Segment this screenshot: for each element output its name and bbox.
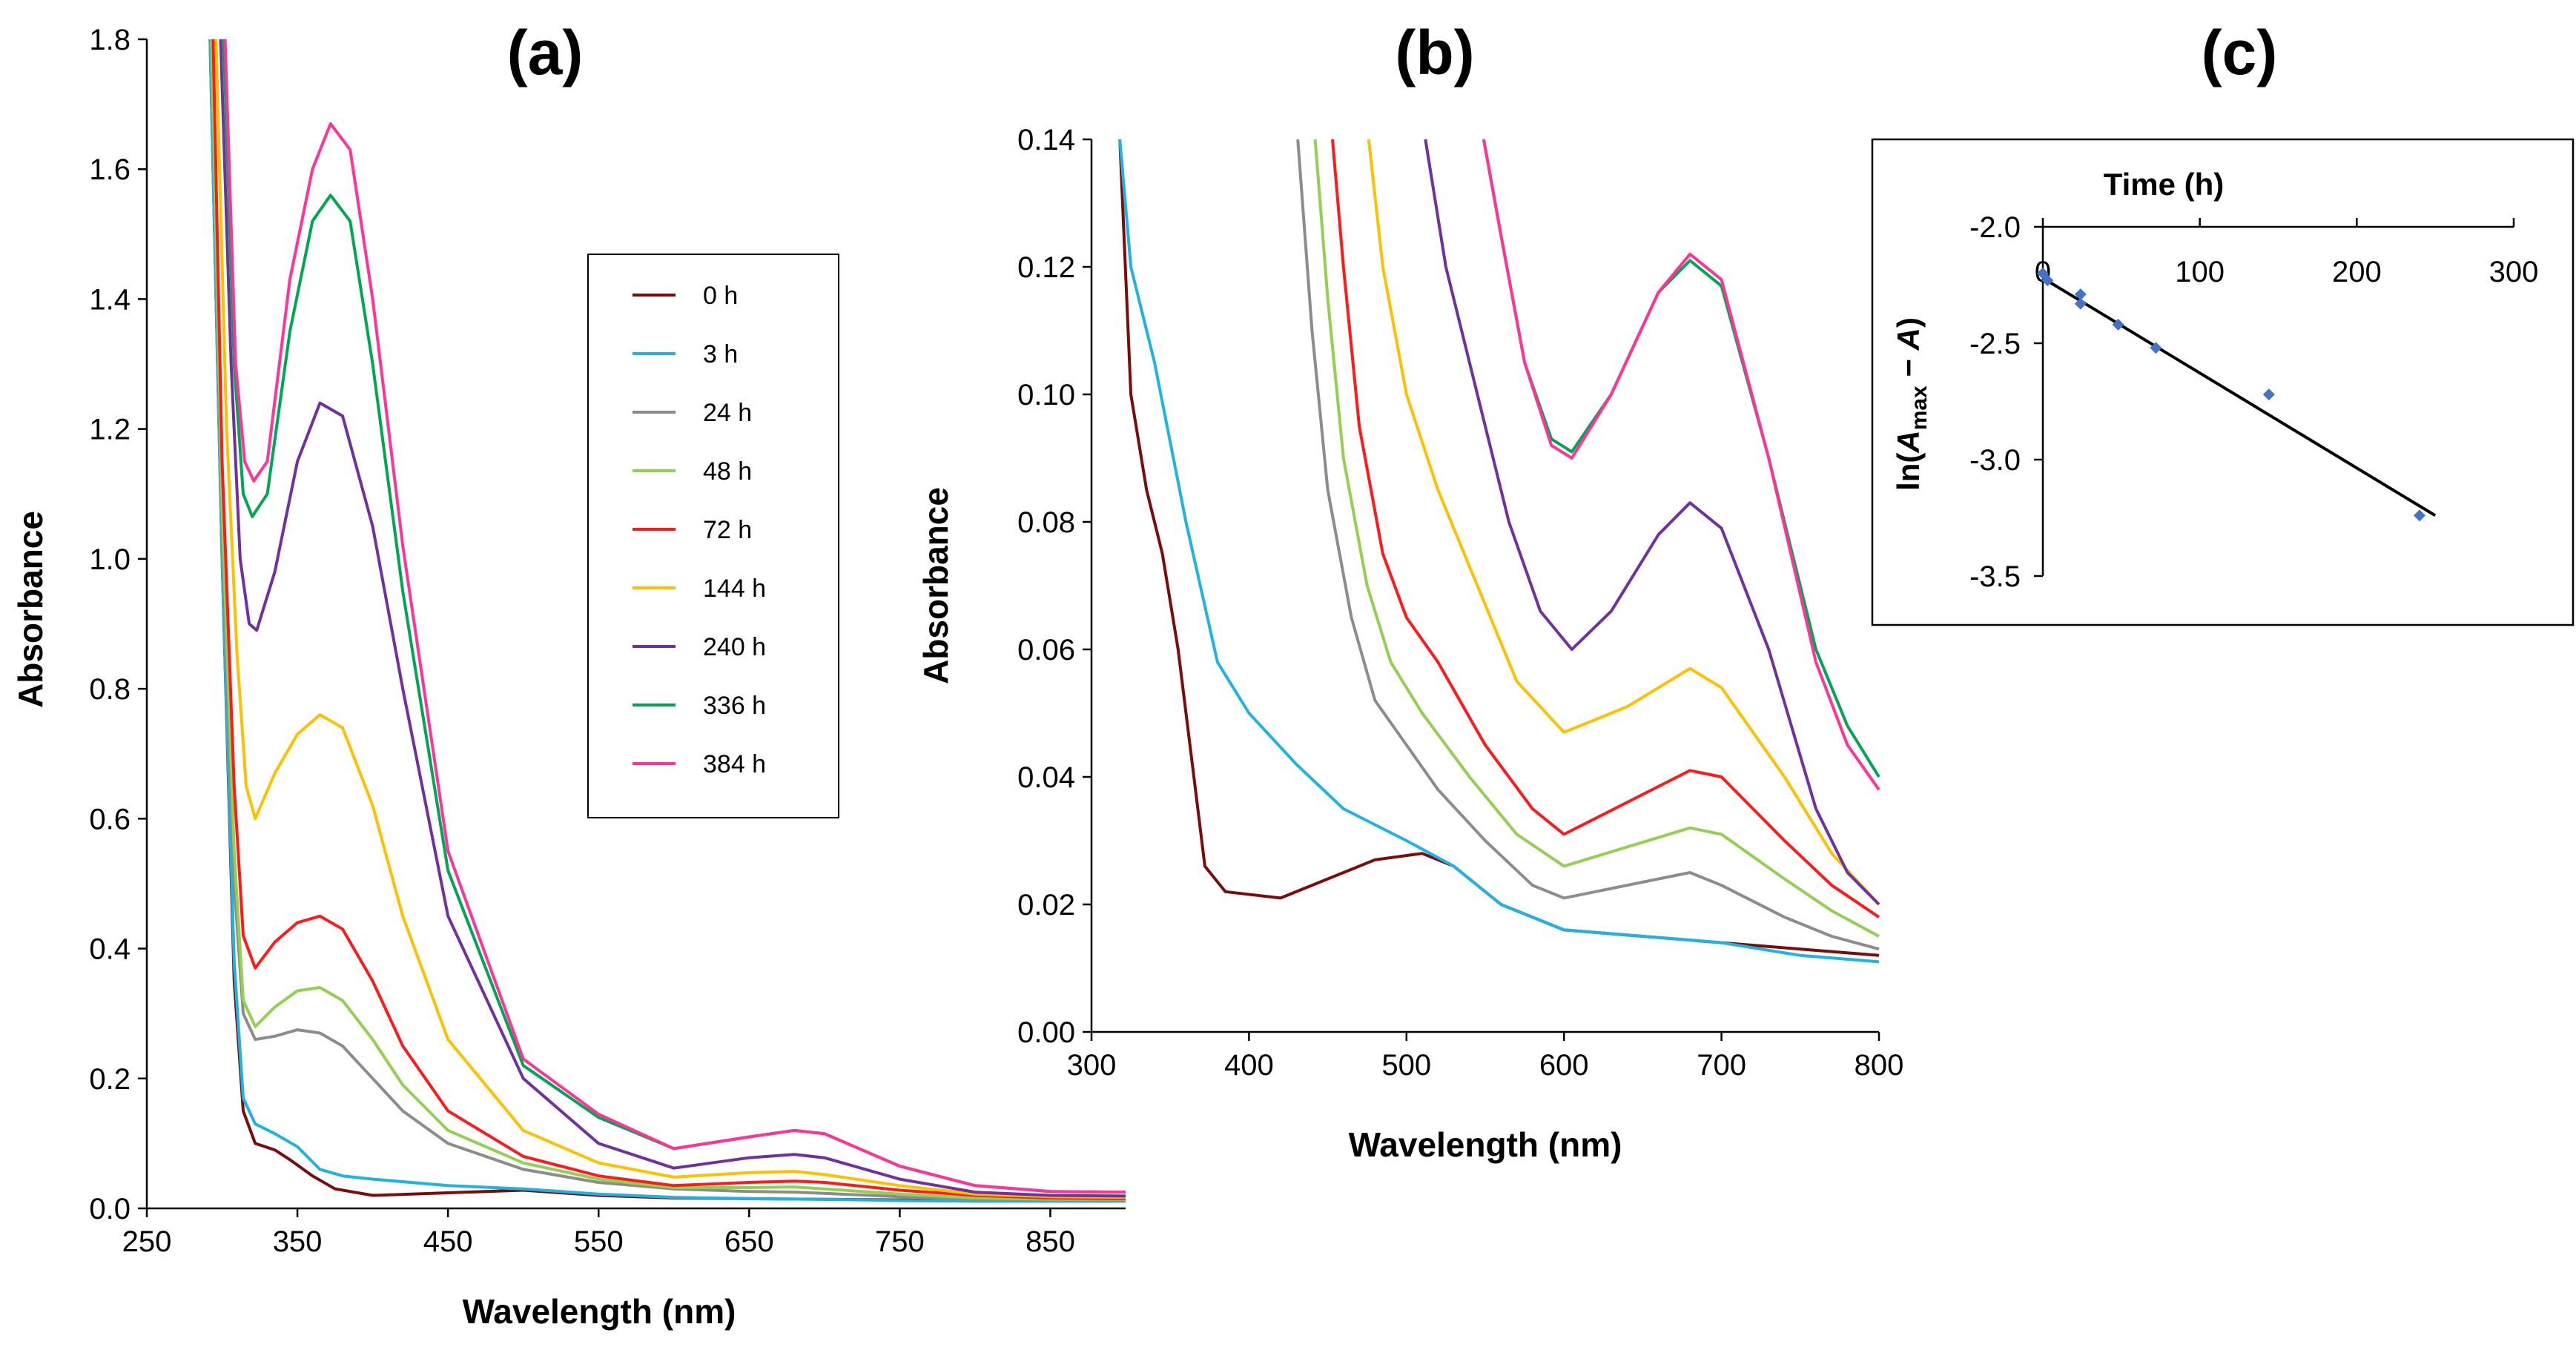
y-tick-label: 0.8 — [89, 673, 131, 706]
series-line-48h — [210, 39, 1126, 1201]
x-tick-label: 650 — [724, 1225, 774, 1258]
legend-label: 48 h — [703, 457, 752, 486]
y-tick-label: 1.4 — [89, 283, 131, 316]
y-tick-label: 0.14 — [1017, 124, 1075, 156]
y-tick-label: 1.2 — [89, 414, 131, 446]
x-tick-label: 300 — [2489, 256, 2539, 288]
data-point — [2262, 388, 2275, 401]
legend-label: 24 h — [703, 399, 752, 427]
x-tick-label: 350 — [273, 1225, 323, 1258]
data-point — [2074, 288, 2087, 301]
series-line-24h — [210, 39, 1126, 1202]
y-tick-label: 0.02 — [1017, 889, 1075, 921]
panel-a: (a) 250 350 450 550 650 750 850 0.0 0.2 0.4 0.6 0.8… — [11, 18, 1126, 1331]
panel-b: (b) 300 400 500 600 700 800 0.00 0.02 0.04 0.06 0.… — [917, 18, 1903, 1164]
y-tick-label: 0.08 — [1017, 506, 1075, 539]
x-tick-label: 600 — [1539, 1049, 1589, 1082]
panel-c-x-label: Time (h) — [2104, 167, 2225, 202]
panel-b-x-label: Wavelength (nm) — [1349, 1125, 1622, 1164]
y-tick-label: 1.8 — [89, 24, 131, 56]
x-tick-label: 300 — [1067, 1049, 1117, 1082]
x-tick-label: 800 — [1855, 1049, 1904, 1082]
data-point — [2041, 274, 2054, 287]
series-line-72h — [1331, 139, 1880, 919]
data-point — [2074, 297, 2087, 310]
series-line-24h — [1296, 139, 1880, 951]
y-tick-label: 0.0 — [89, 1193, 131, 1225]
x-tick-label: 400 — [1224, 1049, 1274, 1082]
x-tick-label: 550 — [574, 1225, 624, 1258]
x-tick-label: 700 — [1697, 1049, 1746, 1082]
panel-c-label: (c) — [2202, 18, 2278, 87]
series-line-384h — [1482, 139, 1880, 791]
y-tick-label: 0.00 — [1017, 1016, 1075, 1049]
series-line-240h — [1424, 139, 1880, 906]
x-tick-label: 750 — [875, 1225, 925, 1258]
y-tick-label: 0.06 — [1017, 634, 1075, 666]
data-point — [2150, 342, 2162, 354]
series-line-384h — [223, 39, 1126, 1194]
y-tick-label: 0.10 — [1017, 379, 1075, 411]
series-line-240h — [219, 39, 1126, 1198]
data-point — [2414, 509, 2425, 522]
series-line-144h — [1367, 139, 1880, 906]
panel-b-y-label: Absorbance — [917, 487, 955, 684]
series-line-336h — [1482, 139, 1880, 778]
series-line-72h — [211, 39, 1126, 1200]
panel-c-y-label: ln(Amax − A) — [1891, 317, 1932, 491]
panel-a-y-label: Absorbance — [11, 511, 50, 708]
legend-label: 384 h — [703, 750, 766, 778]
x-tick-label: 250 — [122, 1225, 172, 1258]
y-tick-label: 1.6 — [89, 153, 131, 186]
panel-a-label: (a) — [507, 18, 584, 87]
y-tick-label: 0.04 — [1017, 761, 1075, 794]
legend-label: 144 h — [703, 575, 766, 603]
y-tick-label: 1.0 — [89, 543, 131, 576]
series-line-3h — [1118, 139, 1880, 964]
legend-box — [587, 254, 839, 818]
y-tick-label: -2.0 — [1969, 211, 2021, 244]
panel-c: (c) Time (h) 0100200300-2.0-2.5-3.0-3.5 … — [1871, 18, 2575, 626]
legend-label: 336 h — [703, 692, 766, 720]
y-tick-label: -3.0 — [1969, 444, 2021, 477]
legend-label: 3 h — [703, 340, 738, 368]
legend-label: 0 h — [703, 282, 738, 310]
x-tick-label: 200 — [2332, 256, 2382, 288]
panel-c-frame — [1871, 138, 2575, 626]
y-tick-label: 0.4 — [89, 933, 131, 966]
x-tick-label: 100 — [2175, 256, 2225, 288]
series-line-0h — [1118, 139, 1880, 957]
x-tick-label: 500 — [1381, 1049, 1431, 1082]
x-tick-label: 850 — [1026, 1225, 1075, 1258]
y-tick-label: 0.6 — [89, 803, 131, 835]
panel-a-x-label: Wavelength (nm) — [463, 1292, 736, 1331]
y-tick-label: 0.12 — [1017, 251, 1075, 284]
series-line-144h — [214, 39, 1126, 1199]
series-line-48h — [1313, 139, 1880, 938]
y-tick-label: 0.2 — [89, 1063, 131, 1096]
y-tick-label: -2.5 — [1969, 328, 2021, 360]
legend-label: 72 h — [703, 516, 752, 544]
panel-b-label: (b) — [1395, 18, 1474, 87]
y-tick-label: -3.5 — [1969, 560, 2021, 593]
x-tick-label: 450 — [423, 1225, 473, 1258]
fit-line — [2041, 277, 2437, 517]
legend-label: 240 h — [703, 633, 766, 661]
data-point — [2112, 318, 2124, 331]
series-line-3h — [208, 39, 1126, 1203]
panel-a-legend: 0 h 3 h 24 h 48 h 72 h 144 h 240 h 336 h 384 h — [587, 254, 839, 818]
